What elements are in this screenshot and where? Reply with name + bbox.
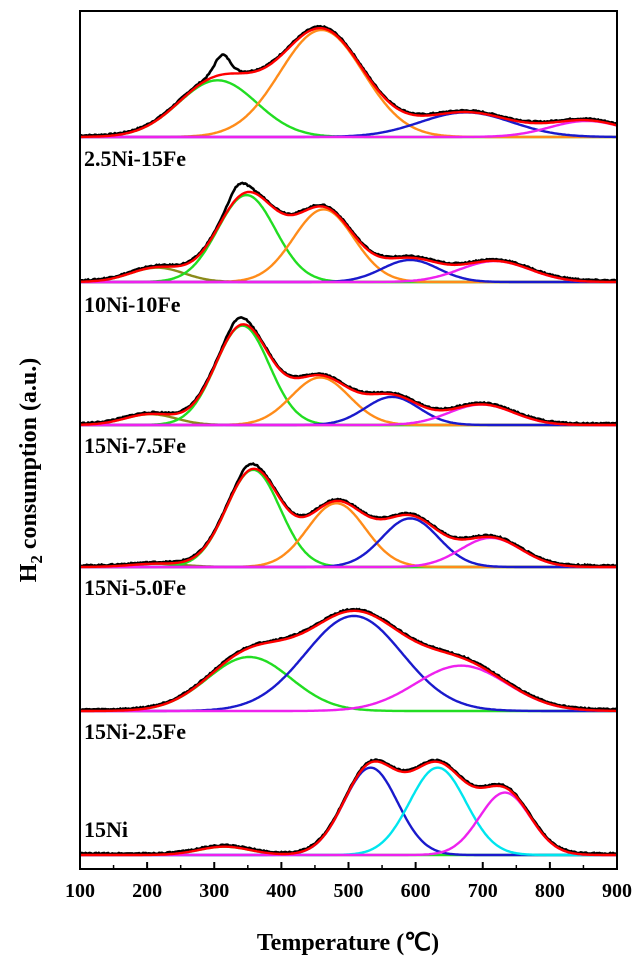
peak-green-2 xyxy=(80,324,617,427)
panel-15ni-5-0fe: 15Ni-5.0Fe xyxy=(79,462,618,600)
experimental-curve xyxy=(79,316,618,426)
x-tick-label-200: 200 xyxy=(132,880,162,902)
experimental-curve xyxy=(79,758,618,856)
x-tick-label-600: 600 xyxy=(401,880,431,902)
sample-label-2-5ni-15fe: 2.5Ni-15Fe xyxy=(84,146,186,171)
sample-label-15ni: 15Ni xyxy=(84,817,128,842)
x-tick-label-800: 800 xyxy=(535,880,565,902)
x-axis-ticks xyxy=(79,862,618,869)
panel-15ni-2-5fe: 15Ni-2.5Fe xyxy=(79,607,618,744)
x-tick-label-400: 400 xyxy=(266,880,296,902)
panels-layer: 2.5Ni-15Fe 10Ni-10Fe 15Ni-7.5Fe 15Ni-5.0Fe 1… xyxy=(79,24,618,857)
panel-2-5ni-15fe: 2.5Ni-15Fe xyxy=(79,24,618,171)
fit-sum-curve xyxy=(80,609,617,713)
panel-15ni-7-5fe: 15Ni-7.5Fe xyxy=(79,316,618,458)
fit-sum-curve xyxy=(80,467,617,569)
x-axis-title: Temperature (℃) xyxy=(257,930,439,956)
x-tick-label-300: 300 xyxy=(199,880,229,902)
y-axis-title-rest: consumption (a.u.) xyxy=(16,358,42,555)
experimental-curve xyxy=(79,24,618,138)
peak-blue-2 xyxy=(80,766,617,857)
sample-label-15ni-7-5fe: 15Ni-7.5Fe xyxy=(84,433,186,458)
peak-cyan-3 xyxy=(80,766,617,857)
x-tick-label-900: 900 xyxy=(602,880,632,902)
panel-10ni-10fe: 10Ni-10Fe xyxy=(79,181,618,317)
x-tick-label-700: 700 xyxy=(468,880,498,902)
experimental-curve xyxy=(79,462,618,568)
sample-label-15ni-5-0fe: 15Ni-5.0Fe xyxy=(84,575,186,600)
x-tick-label-500: 500 xyxy=(334,880,364,902)
x-tick-label-100: 100 xyxy=(65,880,95,902)
x-axis-tick-labels: 100 200 300 400 500 600 700 800 900 xyxy=(65,880,632,902)
y-axis-title: H2 consumption (a.u.) xyxy=(16,358,46,583)
fit-sum-curve xyxy=(80,760,617,857)
experimental-curve xyxy=(79,607,618,712)
fit-sum-curve xyxy=(79,323,617,427)
peak-blue-4 xyxy=(80,517,617,569)
panel-15ni: 15Ni xyxy=(79,758,618,857)
fit-sum-curve xyxy=(80,27,618,139)
y-axis-title-main: H xyxy=(16,563,42,582)
sample-label-15ni-2-5fe: 15Ni-2.5Fe xyxy=(84,719,186,744)
y-axis-title-subscript: 2 xyxy=(27,555,46,564)
peak-green-2 xyxy=(80,468,617,569)
fit-sum-curve xyxy=(79,190,618,284)
peak-magenta-4 xyxy=(80,119,618,139)
sample-label-10ni-10fe: 10Ni-10Fe xyxy=(84,292,181,317)
